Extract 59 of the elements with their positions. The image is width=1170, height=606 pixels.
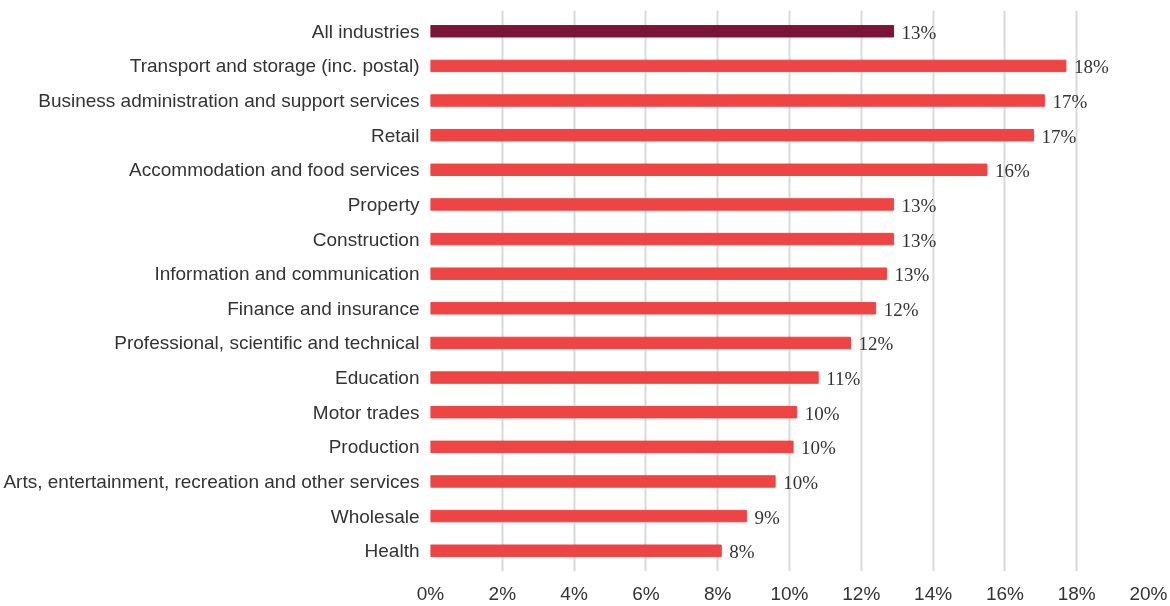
y-tick-label: Production [328,436,420,458]
data-label: 16% [994,160,1030,182]
x-tick-label: 16% [985,582,1025,604]
data-label: 13% [901,229,937,251]
y-tick-label: Business administration and support services [38,90,420,112]
bar [430,371,819,384]
data-label: 10% [804,402,840,424]
bar [430,198,895,211]
data-label: 12% [858,333,894,355]
x-tick-label: 10% [770,582,809,604]
x-tick-label: 12% [842,582,881,604]
y-tick-label: Wholesale [330,505,420,527]
y-tick-label: Professional, scientific and technical [114,332,420,354]
y-tick-label: Construction [312,228,420,250]
data-label: 18% [1073,56,1109,78]
data-label: 17% [1052,91,1088,113]
y-tick-label: All industries [311,20,420,42]
x-tick-label: 4% [560,582,588,604]
bar [430,544,722,557]
data-label: 13% [901,194,937,216]
y-tick-label: Retail [370,124,420,146]
data-label: 13% [894,264,930,286]
data-label: 11% [826,368,861,390]
bar [430,405,798,419]
y-tick-label: Health [364,540,420,562]
x-tick-label: 6% [632,582,660,604]
bar [430,59,1067,73]
data-label: 17% [1041,125,1077,147]
x-tick-label: 14% [914,582,953,604]
y-tick-label: Finance and insurance [227,297,420,319]
bar [430,94,1045,107]
y-tick-label: Education [334,367,420,389]
bar [430,509,747,523]
bar [430,163,988,177]
bar [430,302,877,315]
data-label: 10% [783,471,819,493]
y-tick-label: Information and communication [154,263,420,285]
bar [430,232,895,246]
x-tick-label: 0% [416,582,445,604]
y-tick-label: Property [347,193,420,215]
x-tick-label: 18% [1057,582,1096,604]
y-tick-label: Transport and storage (inc. postal) [129,55,420,77]
data-label: 12% [883,298,919,320]
y-tick-label: Motor trades [312,401,420,423]
bar [430,267,887,280]
x-tick-label: 20% [1129,582,1168,604]
x-tick-label: 2% [488,582,517,604]
bar [430,336,852,350]
bar [430,475,776,488]
data-label: 10% [801,437,837,459]
data-label: 13% [901,21,937,43]
y-tick-label: Arts, entertainment, recreation and other services [3,470,420,492]
bar [430,25,895,38]
y-tick-label: Accommodation and food services [129,159,420,181]
bar [430,128,1035,142]
data-label: 9% [754,506,780,528]
x-tick-label: 8% [703,582,732,604]
data-label: 8% [729,541,755,563]
bar [430,440,794,454]
